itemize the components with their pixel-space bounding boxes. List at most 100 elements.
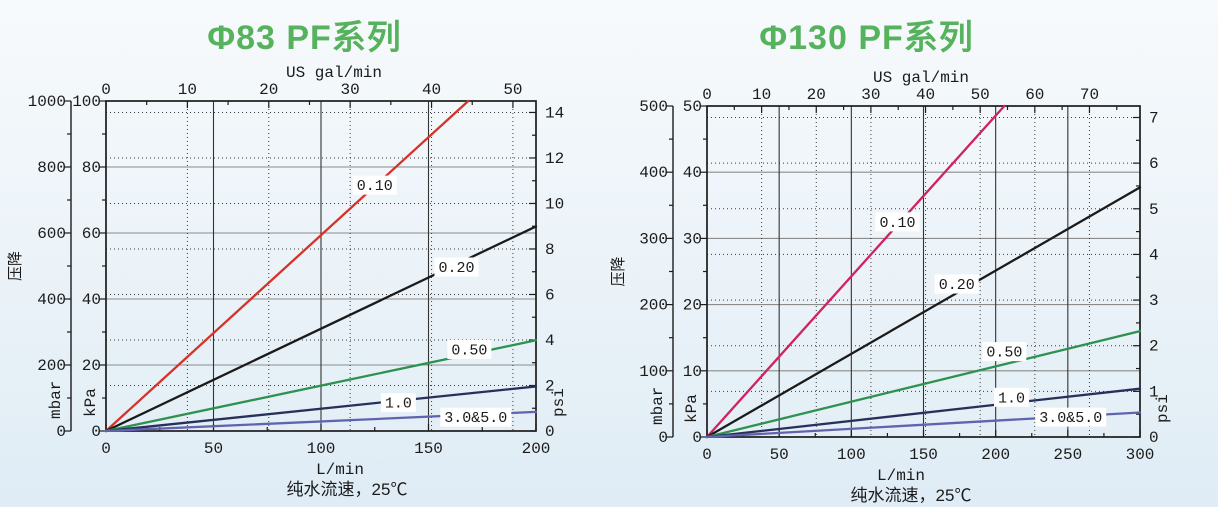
mbar-axis-title: mbar <box>47 381 65 419</box>
mbar-tick-label: 0 <box>56 423 66 441</box>
chart-caption: 纯水流速，25℃ <box>851 486 972 505</box>
kpa-tick-label: 60 <box>82 225 101 243</box>
series-label-box-0.10 <box>875 212 920 232</box>
top-tick-label: 10 <box>178 81 197 99</box>
psi-tick-label: 4 <box>545 332 555 350</box>
series-lines <box>705 104 1142 439</box>
series-label-box-1.0 <box>994 387 1030 407</box>
bottom-axis-title: L/min <box>316 461 364 479</box>
bottom-tick-label: 200 <box>522 440 551 458</box>
bottom-tick-label: 150 <box>414 440 443 458</box>
kpa-tick-label: 0 <box>692 429 702 447</box>
kpa-tick-label: 40 <box>82 291 101 309</box>
gridlines <box>707 106 1140 437</box>
chart-panel-phi130: Φ130 PF系列 0 10 20 30 40 50 60 70 0 50 100 150 200 250… <box>609 0 1218 507</box>
top-tick-label: 40 <box>916 86 935 104</box>
top-tick-label: 50 <box>971 86 990 104</box>
psi-tick-label: 0 <box>1149 429 1159 447</box>
mbar-tick-label: 400 <box>639 164 668 182</box>
series-label-1.0: 1.0 <box>998 390 1025 407</box>
series-label-box-0.50 <box>447 339 492 359</box>
psi-tick-label: 6 <box>545 286 555 304</box>
series-label-box-0.50 <box>982 342 1027 362</box>
bottom-tick-label: 100 <box>307 440 336 458</box>
psi-tick-label: 5 <box>1149 201 1159 219</box>
psi-axis-title: psi <box>1154 394 1172 423</box>
top-tick-label: 0 <box>101 81 111 99</box>
top-tick-label: 30 <box>341 81 360 99</box>
kpa-tick-label: 50 <box>683 98 702 116</box>
top-tick-label: 70 <box>1080 86 1099 104</box>
kpa-tick-label: 0 <box>91 423 101 441</box>
bottom-tick-label: 300 <box>1126 446 1155 464</box>
series-label-0.10: 0.10 <box>357 178 393 195</box>
bottom-tick-label: 0 <box>702 446 712 464</box>
series-label-0.20: 0.20 <box>939 277 975 294</box>
bottom-axis-title: L/min <box>877 467 925 485</box>
chart-title-phi130: Φ130 PF系列 <box>759 19 974 57</box>
kpa-tick-label: 40 <box>683 164 702 182</box>
bottom-tick-label: 100 <box>837 446 866 464</box>
mbar-tick-label: 200 <box>37 357 66 375</box>
kpa-tick-label: 20 <box>82 357 101 375</box>
series-label-3.0&5.0: 3.0&5.0 <box>1039 410 1102 427</box>
bottom-tick-label: 50 <box>204 440 223 458</box>
bottom-tick-label: 0 <box>101 440 111 458</box>
bottom-tick-label: 250 <box>1053 446 1082 464</box>
series-label-0.50: 0.50 <box>986 345 1022 362</box>
chart-caption: 纯水流速，25℃ <box>287 480 408 499</box>
series-label-box-0.20 <box>434 257 479 277</box>
psi-tick-label: 3 <box>1149 292 1159 310</box>
psi-tick-label: 4 <box>1149 246 1159 264</box>
top-axis-title: US gal/min <box>286 64 382 82</box>
pressure-drop-axis-title: 压降 <box>610 256 627 286</box>
series-label-3.0&5.0: 3.0&5.0 <box>444 410 507 427</box>
mbar-tick-label: 200 <box>639 297 668 315</box>
kpa-tick-label: 30 <box>683 230 702 248</box>
chart-svg-phi83: 0 10 20 30 40 500 50 100 150 20002040608010002468… <box>7 64 568 499</box>
psi-tick-label: 10 <box>545 195 564 213</box>
psi-tick-label: 12 <box>545 150 564 168</box>
bottom-tick-label: 150 <box>909 446 938 464</box>
mbar-tick-label: 600 <box>37 225 66 243</box>
mbar-tick-label: 500 <box>639 98 668 116</box>
series-line-0.50 <box>705 329 1142 439</box>
axis-ticks <box>666 105 1141 438</box>
mbar-tick-label: 0 <box>658 429 668 447</box>
series-label-box-1.0 <box>380 393 416 413</box>
top-axis-title: US gal/min <box>873 69 969 87</box>
series-label-box-0.20 <box>934 274 979 294</box>
psi-tick-label: 7 <box>1149 109 1159 127</box>
psi-tick-label: 2 <box>545 377 555 395</box>
series-line-0.10 <box>104 99 470 433</box>
top-tick-label: 0 <box>702 86 712 104</box>
mbar-tick-label: 300 <box>639 230 668 248</box>
kpa-tick-label: 80 <box>82 159 101 177</box>
chart-panel-phi83: Φ83 PF系列 0 10 20 30 40 50 0 50 100 150 200 0 20 40 60 8… <box>7 19 568 499</box>
series-label-1.0: 1.0 <box>385 396 412 413</box>
mbar-tick-label: 1000 <box>28 93 66 111</box>
series-label-box-3.0&5.0 <box>1035 407 1107 427</box>
mbar-tick-label: 800 <box>37 159 66 177</box>
series-label-0.10: 0.10 <box>880 215 916 232</box>
psi-tick-label: 14 <box>545 104 564 122</box>
kpa-tick-label: 100 <box>72 93 101 111</box>
psi-tick-label: 2 <box>1149 338 1159 356</box>
series-line-1.0 <box>104 385 538 433</box>
top-tick-label: 50 <box>503 81 522 99</box>
mbar-tick-label: 400 <box>37 291 66 309</box>
top-tick-label: 60 <box>1025 86 1044 104</box>
top-tick-label: 20 <box>807 86 826 104</box>
series-line-0.10 <box>705 104 1006 439</box>
series-label-0.20: 0.20 <box>438 260 474 277</box>
series-label-0.50: 0.50 <box>451 342 487 359</box>
series-label-box-0.10 <box>352 175 397 195</box>
axis-ticks <box>64 100 537 432</box>
mbar-tick-label: 100 <box>639 363 668 381</box>
psi-tick-label: 6 <box>1149 155 1159 173</box>
pressure-drop-axis-title: 压降 <box>7 251 24 281</box>
top-tick-label: 10 <box>752 86 771 104</box>
series-line-0.20 <box>705 186 1142 439</box>
kpa-tick-label: 20 <box>683 297 702 315</box>
